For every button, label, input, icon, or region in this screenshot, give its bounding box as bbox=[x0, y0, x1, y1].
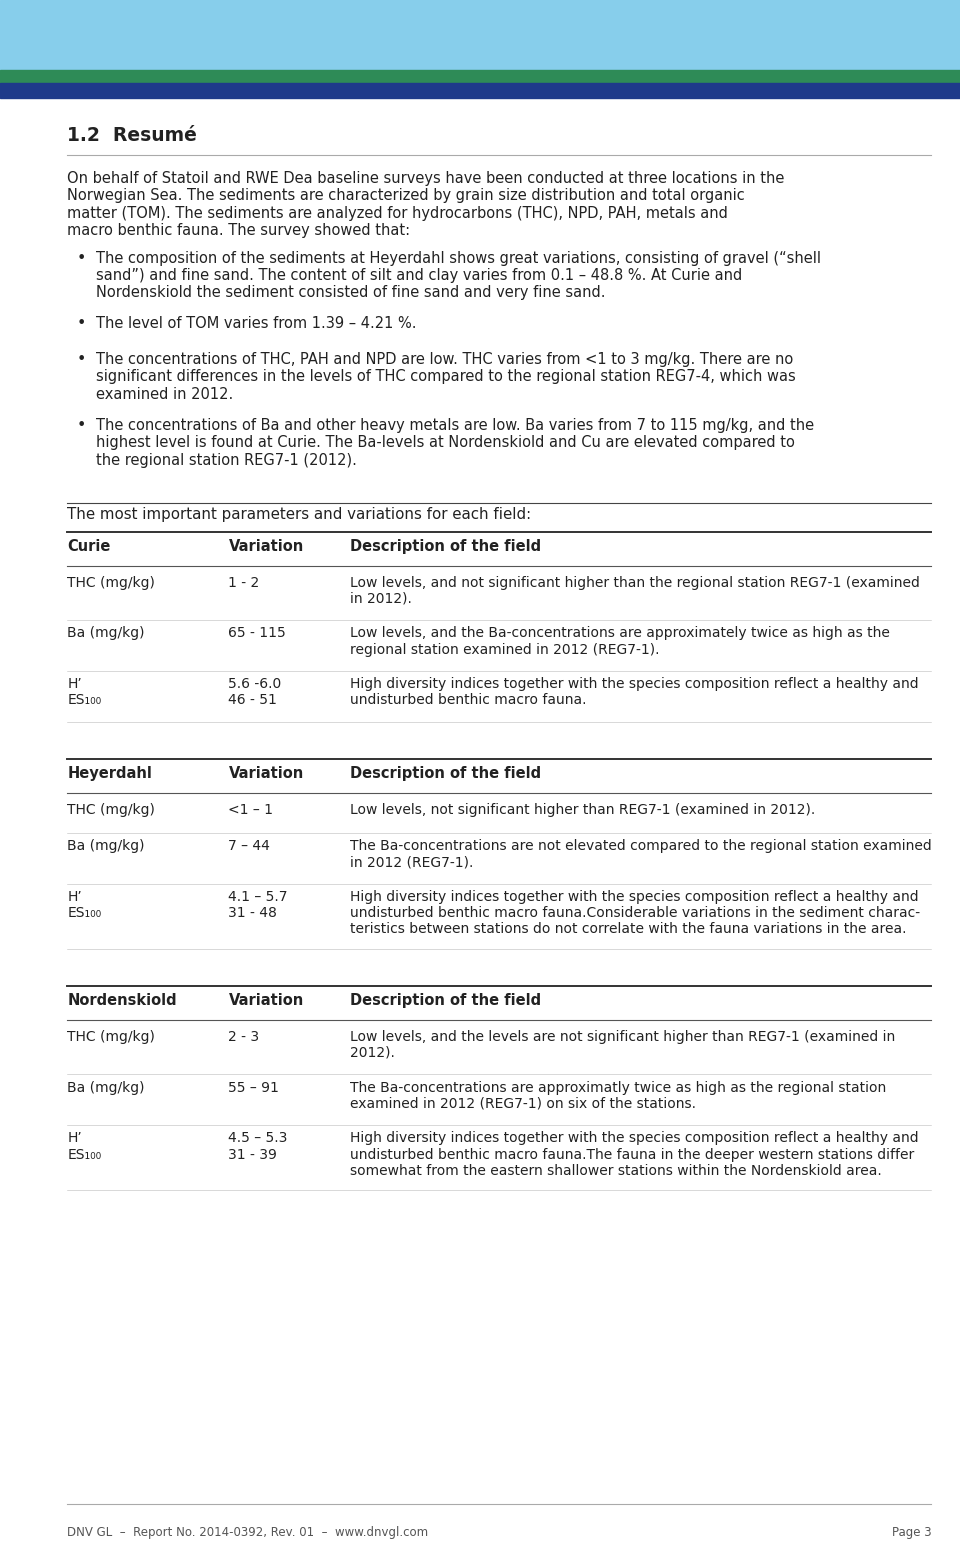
Text: Ba (mg/kg): Ba (mg/kg) bbox=[67, 839, 145, 853]
Text: Description of the field: Description of the field bbox=[350, 538, 541, 554]
Text: THC (mg/kg): THC (mg/kg) bbox=[67, 1030, 156, 1044]
Text: Description of the field: Description of the field bbox=[350, 766, 541, 780]
Text: Low levels, and not significant higher than the regional station REG7-1 (examine: Low levels, and not significant higher t… bbox=[350, 576, 921, 605]
Bar bbox=[0, 83, 960, 98]
Text: The Ba-concentrations are approximatly twice as high as the regional station
exa: The Ba-concentrations are approximatly t… bbox=[350, 1081, 887, 1111]
Text: On behalf of Statoil and RWE Dea baseline surveys have been conducted at three l: On behalf of Statoil and RWE Dea baselin… bbox=[67, 172, 784, 239]
Text: 5.6 -6.0
46 - 51: 5.6 -6.0 46 - 51 bbox=[228, 677, 281, 708]
Text: Variation: Variation bbox=[228, 766, 303, 780]
Text: The composition of the sediments at Heyerdahl shows great variations, consisting: The composition of the sediments at Heye… bbox=[96, 251, 821, 301]
Text: 1.2  Resumé: 1.2 Resumé bbox=[67, 126, 197, 145]
Text: <1 – 1: <1 – 1 bbox=[228, 803, 274, 816]
Text: Variation: Variation bbox=[228, 538, 303, 554]
Text: 4.1 – 5.7
31 - 48: 4.1 – 5.7 31 - 48 bbox=[228, 889, 288, 920]
Bar bbox=[0, 0, 960, 70]
Text: Description of the field: Description of the field bbox=[350, 992, 541, 1008]
Text: Variation: Variation bbox=[228, 992, 303, 1008]
Text: Ba (mg/kg): Ba (mg/kg) bbox=[67, 627, 145, 641]
Text: •: • bbox=[77, 317, 86, 331]
Text: •: • bbox=[77, 418, 86, 434]
Text: High diversity indices together with the species composition reflect a healthy a: High diversity indices together with the… bbox=[350, 1131, 919, 1178]
Text: DNV GL  –  Report No. 2014-0392, Rev. 01  –  www.dnvgl.com: DNV GL – Report No. 2014-0392, Rev. 01 –… bbox=[67, 1526, 428, 1538]
Text: 2 - 3: 2 - 3 bbox=[228, 1030, 259, 1044]
Text: The concentrations of THC, PAH and NPD are low. THC varies from <1 to 3 mg/kg. T: The concentrations of THC, PAH and NPD a… bbox=[96, 353, 796, 402]
Text: The most important parameters and variations for each field:: The most important parameters and variat… bbox=[67, 507, 531, 523]
Text: Low levels, not significant higher than REG7-1 (examined in 2012).: Low levels, not significant higher than … bbox=[350, 803, 816, 816]
Text: High diversity indices together with the species composition reflect a healthy a: High diversity indices together with the… bbox=[350, 677, 919, 708]
Text: •: • bbox=[77, 353, 86, 367]
Text: 4.5 – 5.3
31 - 39: 4.5 – 5.3 31 - 39 bbox=[228, 1131, 288, 1162]
Text: The Ba-concentrations are not elevated compared to the regional station examined: The Ba-concentrations are not elevated c… bbox=[350, 839, 932, 869]
Text: H’
ES₁₀₀: H’ ES₁₀₀ bbox=[67, 889, 102, 920]
Text: Low levels, and the Ba-concentrations are approximately twice as high as the
reg: Low levels, and the Ba-concentrations ar… bbox=[350, 627, 890, 657]
Text: 65 - 115: 65 - 115 bbox=[228, 627, 286, 641]
Text: The concentrations of Ba and other heavy metals are low. Ba varies from 7 to 115: The concentrations of Ba and other heavy… bbox=[96, 418, 814, 468]
Bar bbox=[0, 70, 960, 83]
Text: The level of TOM varies from 1.39 – 4.21 %.: The level of TOM varies from 1.39 – 4.21… bbox=[96, 317, 417, 331]
Text: •: • bbox=[77, 251, 86, 265]
Text: Nordenskiold: Nordenskiold bbox=[67, 992, 177, 1008]
Text: Heyerdahl: Heyerdahl bbox=[67, 766, 152, 780]
Text: Page 3: Page 3 bbox=[892, 1526, 931, 1538]
Text: H’
ES₁₀₀: H’ ES₁₀₀ bbox=[67, 677, 102, 708]
Text: Low levels, and the levels are not significant higher than REG7-1 (examined in
2: Low levels, and the levels are not signi… bbox=[350, 1030, 896, 1059]
Text: 7 – 44: 7 – 44 bbox=[228, 839, 271, 853]
Text: Curie: Curie bbox=[67, 538, 110, 554]
Text: THC (mg/kg): THC (mg/kg) bbox=[67, 803, 156, 816]
Text: H’
ES₁₀₀: H’ ES₁₀₀ bbox=[67, 1131, 102, 1162]
Text: Ba (mg/kg): Ba (mg/kg) bbox=[67, 1081, 145, 1095]
Text: 1 - 2: 1 - 2 bbox=[228, 576, 260, 590]
Text: High diversity indices together with the species composition reflect a healthy a: High diversity indices together with the… bbox=[350, 889, 921, 936]
Text: THC (mg/kg): THC (mg/kg) bbox=[67, 576, 156, 590]
Text: 55 – 91: 55 – 91 bbox=[228, 1081, 279, 1095]
